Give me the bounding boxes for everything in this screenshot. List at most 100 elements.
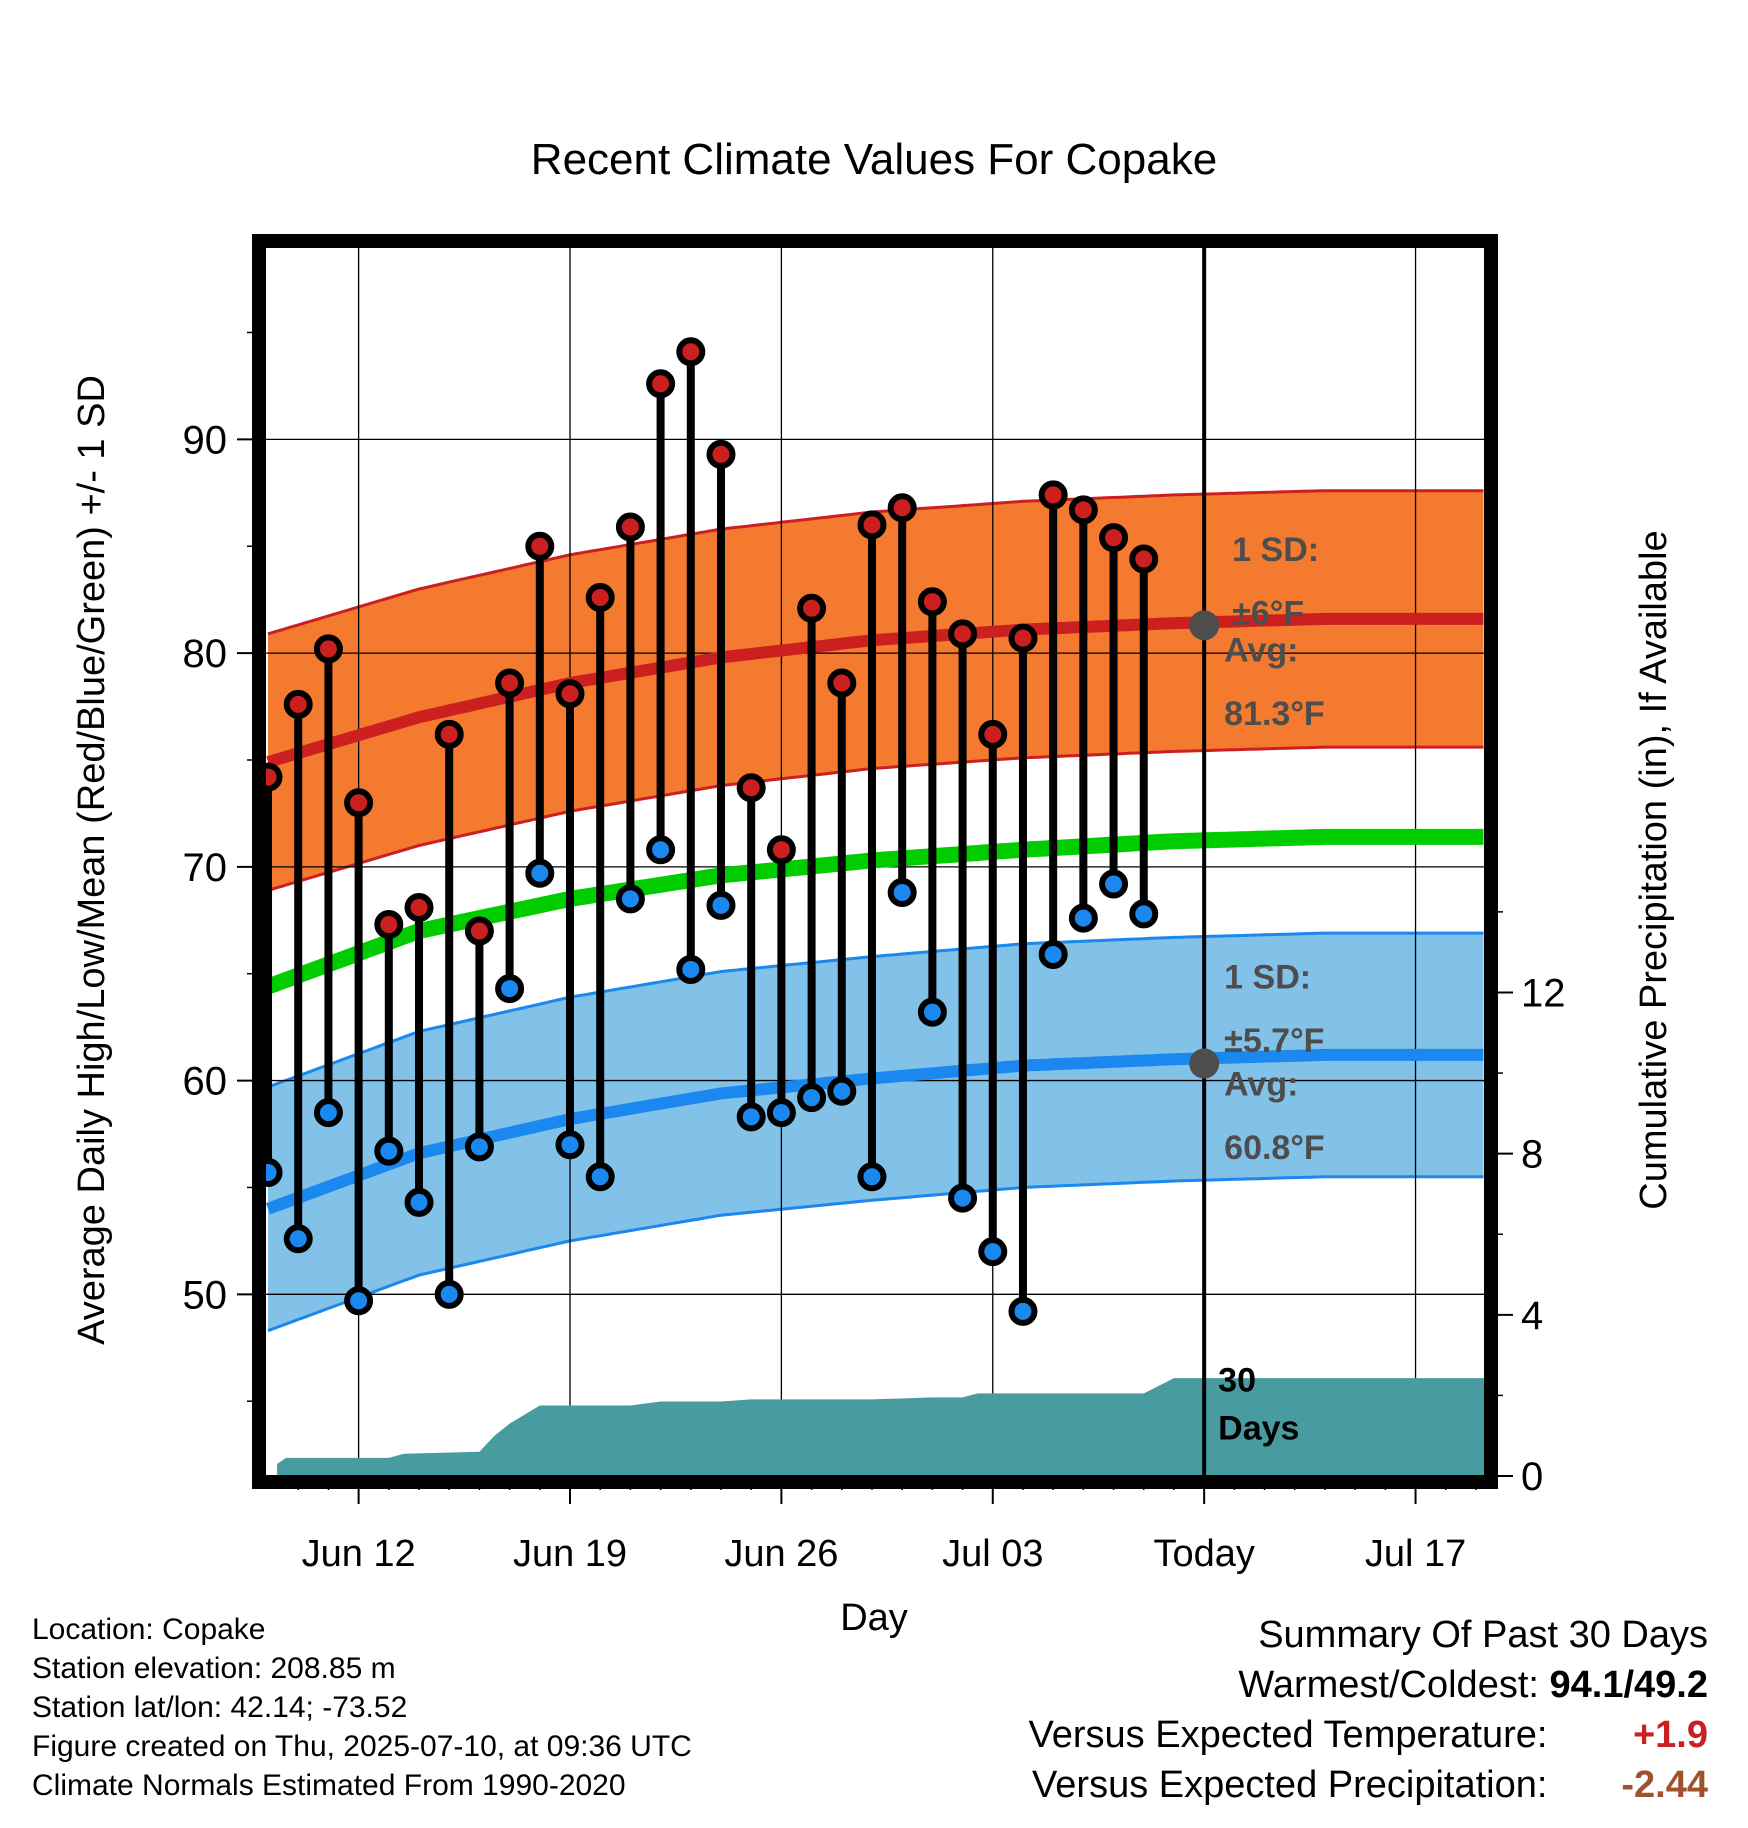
plot-frame: [252, 234, 1498, 1489]
today-high-avg-marker: [1189, 610, 1220, 641]
elevation-text: Station elevation: 208.85 m: [32, 1652, 396, 1685]
observed-low-point: [887, 877, 917, 907]
y-left-tick-label: 50: [183, 1273, 228, 1317]
normals-text: Climate Normals Estimated From 1990-2020: [32, 1769, 626, 1802]
low-avg-value: 60.8°F: [1224, 1129, 1325, 1167]
observed-high-point: [585, 583, 615, 613]
observed-low-point: [1038, 939, 1068, 969]
observed-high-point: [495, 668, 525, 698]
x-tick-label: Jun 12: [302, 1533, 416, 1575]
observed-high-point: [766, 835, 796, 865]
observed-low-point: [676, 954, 706, 984]
observed-low-point: [797, 1083, 827, 1113]
observed-low-point: [555, 1130, 585, 1160]
observed-high-point: [374, 910, 404, 940]
observed-high-point: [1008, 623, 1038, 653]
observed-high-point: [917, 587, 947, 617]
observed-high-point: [313, 634, 343, 664]
warmest-coldest-row: Warmest/Coldest: 94.1/49.2: [1029, 1660, 1708, 1710]
observed-high-point: [706, 439, 736, 469]
summary-panel: Summary Of Past 30 Days Warmest/Coldest:…: [1029, 1610, 1708, 1810]
observed-low-point: [827, 1076, 857, 1106]
observed-high-point: [797, 593, 827, 623]
observed-high-point: [464, 916, 494, 946]
observed-low-point: [1099, 869, 1129, 899]
x-tick-label: Today: [1153, 1533, 1254, 1575]
x-tick-label: Jun 26: [724, 1533, 838, 1575]
plot-border: [252, 234, 1498, 1489]
high-sd-value: ±6°F: [1232, 594, 1304, 632]
temp-vs-expected-value: +1.9: [1632, 1714, 1708, 1756]
observed-low-point: [1008, 1296, 1038, 1326]
observed-high-point: [736, 773, 766, 803]
precip-vs-expected-value: -2.44: [1621, 1764, 1708, 1806]
observed-low-point: [948, 1183, 978, 1213]
observed-high-point: [283, 689, 313, 719]
observed-high-point: [887, 493, 917, 523]
days-count-label: Days: [1218, 1410, 1299, 1448]
observed-high-point: [404, 892, 434, 922]
y-right-tick-label: 0: [1521, 1455, 1543, 1499]
x-tick-label: Jun 19: [513, 1533, 627, 1575]
observed-low-point: [344, 1286, 374, 1316]
high-sd-label: 1 SD:: [1232, 531, 1319, 569]
observed-low-point: [464, 1132, 494, 1162]
high-avg-label: Avg:: [1224, 632, 1298, 670]
y-right-tick-label: 12: [1521, 971, 1566, 1015]
observed-high-point: [948, 619, 978, 649]
precip-vs-expected-row: Versus Expected Precipitation: -2.44: [1029, 1760, 1708, 1810]
observed-low-point: [917, 997, 947, 1027]
location-text: Location: Copake: [32, 1613, 266, 1646]
low-sd-value: ±5.7°F: [1224, 1022, 1324, 1060]
observed-low-point: [646, 835, 676, 865]
summary-title: Summary Of Past 30 Days: [1258, 1614, 1708, 1656]
observed-low-point: [374, 1136, 404, 1166]
low-avg-label: Avg:: [1224, 1066, 1298, 1104]
low-sd-label: 1 SD:: [1224, 959, 1311, 997]
observed-high-point: [827, 668, 857, 698]
observed-high-point: [434, 719, 464, 749]
x-tick-label: Jul 17: [1365, 1533, 1466, 1575]
created-text: Figure created on Thu, 2025-07-10, at 09…: [32, 1730, 692, 1763]
precip-vs-expected-label: Versus Expected Precipitation:: [1032, 1764, 1548, 1806]
observed-low-point: [615, 884, 645, 914]
observed-high-point: [1129, 544, 1159, 574]
observed-high-point: [646, 369, 676, 399]
today-low-avg-marker: [1189, 1048, 1220, 1079]
precipitation-area: [277, 1378, 1485, 1476]
y-left-tick-label: 80: [183, 632, 228, 676]
y-right-tick-label: 4: [1521, 1294, 1543, 1338]
observed-high-point: [676, 337, 706, 367]
observed-low-point: [978, 1237, 1008, 1267]
observed-high-point: [1099, 523, 1129, 553]
station-info: Location: Copake Station elevation: 208.…: [32, 1610, 692, 1805]
observed-high-point: [1038, 480, 1068, 510]
temp-vs-expected-label: Versus Expected Temperature:: [1028, 1714, 1548, 1756]
observed-high-point: [978, 719, 1008, 749]
observed-high-point: [857, 510, 887, 540]
y-right-tick-label: 8: [1521, 1133, 1543, 1177]
precip-area: [277, 1378, 1485, 1476]
observed-high-point: [344, 788, 374, 818]
low-band-lower-edge: [267, 1175, 1484, 1333]
observed-low-point: [525, 858, 555, 888]
observed-low-point: [313, 1098, 343, 1128]
temp-vs-expected-row: Versus Expected Temperature: +1.9: [1029, 1710, 1708, 1760]
observed-high-point: [525, 531, 555, 561]
axes: Jun 12 Jun 19 Jun 26 Jul 03 Today Jul 17 50 60 7…: [183, 331, 1566, 1575]
observed-low-point: [1068, 903, 1098, 933]
chart-title: Recent Climate Values For Copake: [531, 135, 1217, 184]
observed-low-point: [736, 1102, 766, 1132]
observed-low-point: [434, 1279, 464, 1309]
y-axis-label-right: Cumulative Precipitation (in), If Availa…: [1633, 530, 1675, 1209]
x-tick-label: Jul 03: [942, 1533, 1043, 1575]
x-axis-label: Day: [840, 1597, 908, 1639]
warmest-coldest-label: Warmest/Coldest:: [1238, 1664, 1539, 1706]
observed-low-point: [857, 1162, 887, 1192]
observed-low-point: [766, 1098, 796, 1128]
observed-low-point: [1129, 899, 1159, 929]
latlon-text: Station lat/lon: 42.14; -73.52: [32, 1691, 408, 1724]
observed-low-point: [585, 1162, 615, 1192]
